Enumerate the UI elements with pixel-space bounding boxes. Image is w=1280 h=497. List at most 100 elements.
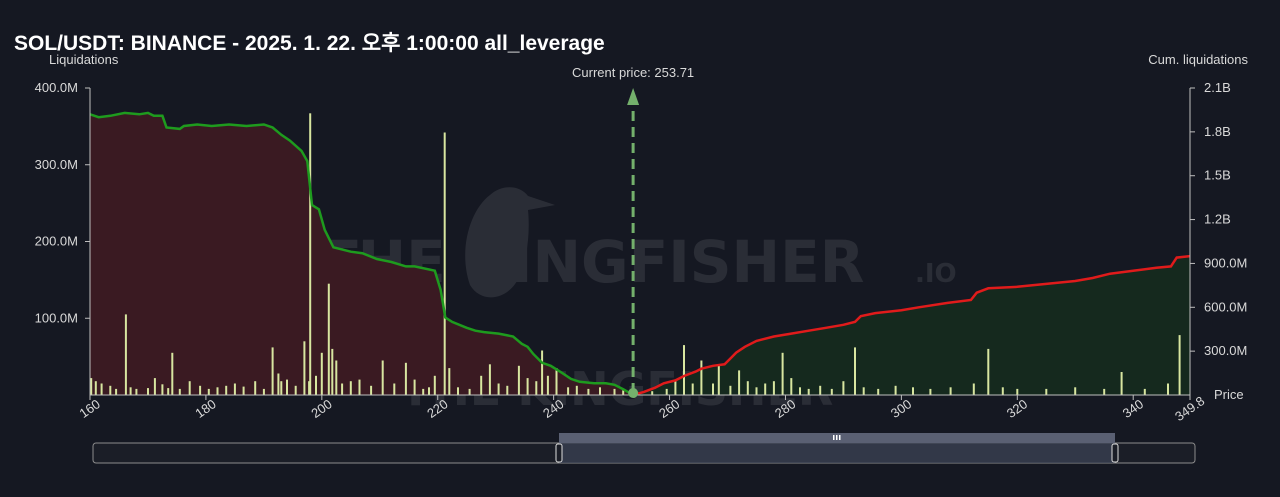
liquidation-bar[interactable] [488, 364, 491, 395]
liquidation-bar[interactable] [877, 388, 880, 395]
liquidation-bar[interactable] [746, 381, 749, 395]
current-price-dot[interactable] [628, 388, 639, 398]
liquidation-bar[interactable] [349, 381, 352, 395]
liquidation-bar[interactable] [320, 352, 323, 395]
liquidation-bar[interactable] [393, 383, 396, 396]
liquidation-bar[interactable] [413, 379, 416, 395]
liquidation-bar[interactable] [830, 388, 833, 395]
liquidation-bar[interactable] [124, 314, 127, 395]
liquidation-bar[interactable] [622, 390, 625, 395]
liquidation-bar[interactable] [1001, 387, 1004, 395]
liquidation-bar[interactable] [254, 381, 257, 395]
liquidation-bar[interactable] [309, 113, 312, 396]
liquidation-bar[interactable] [555, 368, 558, 395]
liquidation-bar[interactable] [949, 387, 952, 395]
liquidation-bar[interactable] [929, 388, 932, 395]
liquidation-bar[interactable] [358, 379, 361, 395]
range-slider[interactable] [92, 433, 1196, 464]
liquidation-bar[interactable] [153, 378, 156, 395]
liquidation-bar[interactable] [781, 352, 784, 395]
liquidation-bar[interactable] [100, 383, 103, 396]
liquidation-bar[interactable] [691, 383, 694, 396]
liquidation-bar[interactable] [755, 387, 758, 395]
liquidation-bar[interactable] [651, 391, 654, 395]
liquidation-bar[interactable] [842, 381, 845, 395]
liquidation-bar[interactable] [303, 341, 306, 395]
drag-grip-icon[interactable] [833, 435, 841, 440]
range-slider-right-handle[interactable] [1111, 443, 1119, 463]
liquidation-bar[interactable] [178, 388, 181, 395]
liquidation-bar[interactable] [233, 383, 236, 396]
liquidation-bar[interactable] [433, 375, 436, 395]
liquidation-bar[interactable] [286, 379, 288, 395]
liquidation-bar[interactable] [90, 378, 93, 395]
liquidation-bar[interactable] [280, 381, 283, 395]
liquidation-bar[interactable] [587, 388, 590, 395]
liquidation-bar[interactable] [457, 387, 459, 395]
liquidation-bar[interactable] [335, 360, 338, 396]
liquidation-bar[interactable] [700, 360, 703, 396]
liquidation-bar[interactable] [161, 384, 164, 395]
liquidation-bar[interactable] [506, 385, 509, 395]
liquidation-bar[interactable] [674, 381, 677, 395]
liquidation-bar[interactable] [894, 385, 897, 395]
liquidation-bar[interactable] [315, 375, 317, 395]
liquidation-bar[interactable] [799, 387, 801, 395]
liquidation-bar[interactable] [575, 385, 578, 395]
liquidation-bar[interactable] [546, 375, 549, 395]
long-cumulative-line[interactable] [89, 111, 634, 397]
liquidation-bar[interactable] [199, 385, 202, 395]
liquidation-bar[interactable] [517, 365, 520, 395]
liquidation-bar[interactable] [683, 345, 685, 395]
liquidation-bar[interactable] [135, 388, 138, 395]
liquidation-bar[interactable] [1016, 388, 1019, 395]
liquidation-bar[interactable] [1178, 335, 1181, 395]
liquidation-bar[interactable] [1120, 372, 1123, 395]
liquidation-bar[interactable] [764, 383, 767, 396]
liquidation-bar[interactable] [599, 387, 601, 395]
liquidation-bar[interactable] [567, 387, 570, 395]
liquidation-bar[interactable] [729, 385, 732, 395]
liquidation-bar[interactable] [1143, 388, 1146, 395]
liquidation-bar[interactable] [216, 387, 219, 395]
liquidation-bar[interactable] [1167, 383, 1169, 396]
liquidation-bar[interactable] [171, 352, 174, 395]
liquidation-bar[interactable] [526, 378, 529, 395]
liquidation-bar[interactable] [331, 348, 334, 395]
liquidation-bar[interactable] [468, 388, 471, 395]
liquidation-bar[interactable] [1103, 388, 1106, 395]
liquidation-bar[interactable] [738, 370, 741, 395]
liquidation-bar[interactable] [428, 387, 430, 395]
liquidation-bar[interactable] [262, 388, 265, 395]
liquidation-bar[interactable] [712, 383, 714, 396]
liquidation-bar[interactable] [772, 381, 775, 395]
liquidation-bar[interactable] [167, 388, 170, 395]
liquidation-bar[interactable] [480, 375, 483, 395]
liquidation-bar[interactable] [987, 348, 990, 395]
current-price-marker[interactable] [627, 88, 640, 398]
liquidation-bar[interactable] [327, 283, 330, 395]
liquidation-bar[interactable] [443, 132, 446, 396]
liquidation-bar[interactable] [972, 383, 975, 396]
short-cumulative-line[interactable] [632, 254, 1191, 397]
liquidation-bar[interactable] [188, 381, 191, 395]
range-slider-left-handle[interactable] [555, 443, 563, 463]
liquidation-bar[interactable] [370, 385, 373, 395]
liquidation-bar[interactable] [1045, 388, 1048, 395]
liquidation-bar[interactable] [422, 388, 425, 395]
liquidation-bar[interactable] [790, 378, 793, 395]
liquidation-bar[interactable] [613, 388, 616, 395]
liquidation-bar[interactable] [271, 347, 274, 395]
liquidation-bar[interactable] [1074, 387, 1077, 395]
liquidation-bar[interactable] [115, 388, 118, 395]
liquidation-bar[interactable] [109, 385, 112, 395]
liquidation-bar[interactable] [207, 388, 210, 395]
liquidation-bar[interactable] [807, 388, 810, 395]
liquidation-bar[interactable] [497, 383, 500, 396]
liquidation-bar[interactable] [294, 385, 297, 395]
liquidation-bar[interactable] [94, 381, 97, 395]
liquidation-bar[interactable] [381, 360, 384, 396]
liquidation-bar[interactable] [535, 381, 538, 395]
liquidation-bar[interactable] [225, 385, 228, 395]
